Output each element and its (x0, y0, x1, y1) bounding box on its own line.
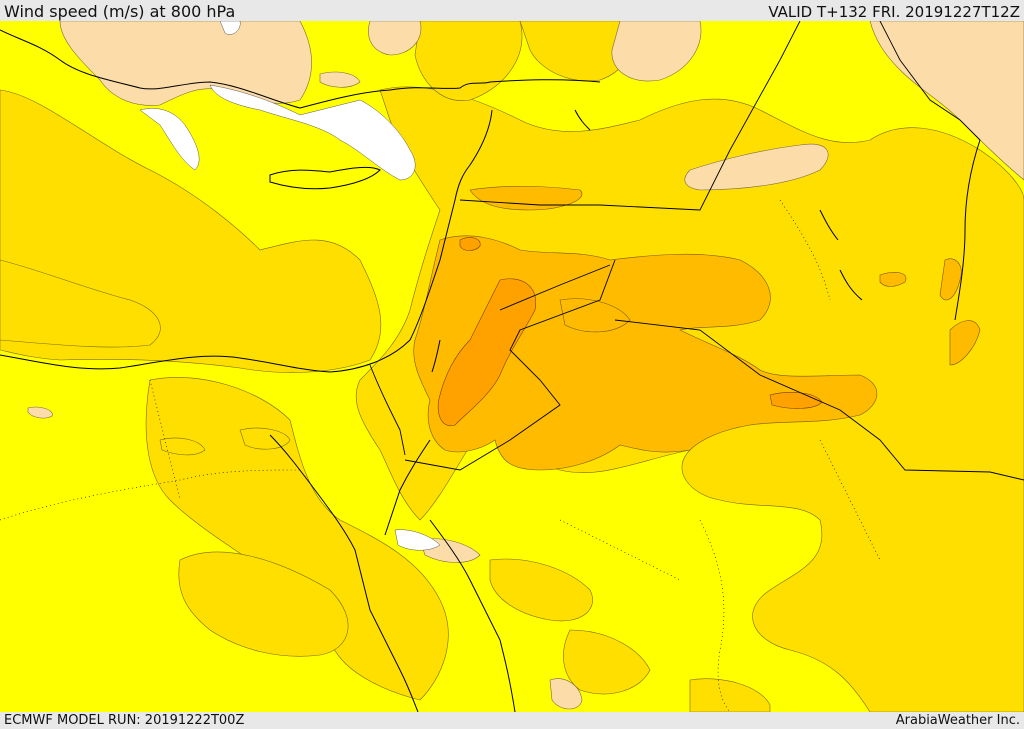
header-bar: Wind speed (m/s) at 800 hPa VALID T+132 … (0, 0, 1024, 21)
map-title: Wind speed (m/s) at 800 hPa (4, 2, 236, 21)
peach-regions (27, 21, 1024, 710)
country-borders (369, 21, 1024, 481)
coastlines (0, 29, 981, 712)
model-run: ECMWF MODEL RUN: 20191222T00Z (4, 713, 245, 728)
valid-time: VALID T+132 FRI. 20191227T12Z (768, 3, 1020, 21)
white-regions (139, 21, 441, 551)
wind-speed-map (0, 21, 1024, 712)
footer-bar: ECMWF MODEL RUN: 20191222T00Z ArabiaWeat… (0, 712, 1024, 729)
credit-label: ArabiaWeather Inc. (895, 713, 1020, 728)
admin-lines (0, 199, 881, 712)
